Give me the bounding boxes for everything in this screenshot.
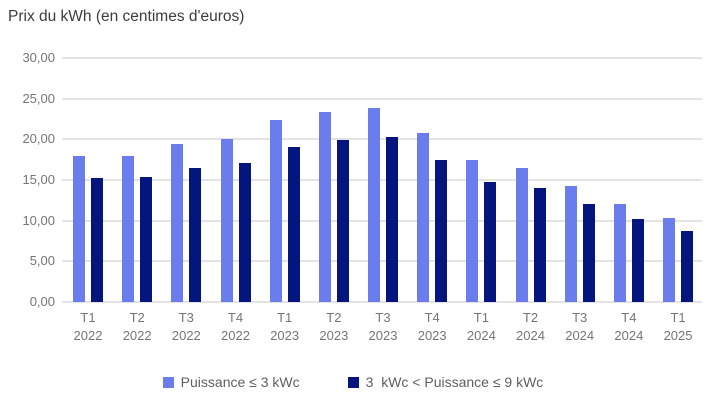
legend-label-series2: 3 kWc < Puissance ≤ 9 kWc	[365, 374, 544, 390]
gridline	[62, 260, 702, 263]
bar-puissance-3-9kwc	[631, 219, 644, 302]
bar-puissance-le-3kwc	[368, 107, 381, 302]
bar-puissance-3-9kwc	[287, 147, 300, 302]
x-axis-year-label: 2024	[565, 328, 595, 343]
x-axis-quarter-label: T1	[473, 310, 489, 325]
x-axis-year-label: 2024	[516, 328, 545, 343]
bar-puissance-3-9kwc	[91, 178, 103, 302]
x-axis-quarter-label: T4	[227, 310, 244, 325]
y-axis-tick-label: 30,00	[22, 50, 55, 65]
x-axis-year-label: 2023	[270, 328, 300, 343]
bar-puissance-3-9kwc	[336, 140, 349, 302]
gridline	[62, 301, 702, 303]
bar-puissance-3-9kwc	[238, 162, 251, 302]
bar-puissance-le-3kwc	[663, 218, 676, 302]
y-axis-tick-label: 25,00	[22, 90, 55, 106]
x-axis-year-label: 2025	[663, 328, 693, 343]
x-axis-quarter-label: T1	[277, 310, 293, 325]
gridline	[62, 97, 702, 100]
bar-puissance-le-3kwc	[220, 138, 233, 302]
x-axis-year-label: 2022	[122, 328, 152, 343]
x-axis-quarter-label: T3	[375, 310, 391, 325]
bar-puissance-3-9kwc	[386, 136, 399, 302]
bar-puissance-le-3kwc	[466, 160, 479, 302]
x-axis-year-label: 2023	[368, 328, 398, 343]
x-axis-year-label: 2023	[319, 328, 349, 343]
bar-puissance-le-3kwc	[73, 156, 85, 302]
y-axis-tick-label: 0,00	[29, 294, 55, 309]
gridline	[62, 138, 702, 141]
bar-puissance-3-9kwc	[533, 188, 546, 302]
gridline	[62, 219, 702, 222]
bar-puissance-le-3kwc	[171, 144, 184, 302]
x-axis-quarter-label: T2	[129, 310, 145, 325]
x-axis-year-label: 2022	[221, 328, 250, 343]
bar-puissance-3-9kwc	[582, 203, 595, 302]
bar-puissance-3-9kwc	[140, 176, 153, 302]
bar-puissance-le-3kwc	[417, 132, 430, 302]
bar-puissance-le-3kwc	[318, 111, 331, 302]
x-axis-year-label: 2022	[171, 328, 201, 343]
gridline	[62, 179, 702, 181]
bar-puissance-le-3kwc	[515, 167, 528, 302]
x-axis-quarter-label: T2	[522, 310, 539, 325]
bar-puissance-le-3kwc	[564, 185, 577, 302]
bar-puissance-3-9kwc	[189, 167, 202, 302]
x-axis-year-label: 2024	[614, 328, 644, 343]
y-axis-tick-label: 5,00	[29, 253, 55, 269]
x-axis-year-label: 2024	[466, 328, 496, 343]
series1-swatch-icon	[162, 376, 174, 388]
y-axis-tick-label: 15,00	[22, 172, 55, 187]
bar-puissance-3-9kwc	[435, 159, 448, 302]
x-axis-quarter-label: T1	[670, 310, 686, 325]
x-axis-quarter-label: T1	[80, 310, 96, 325]
legend-item-puissance-3-9: 3 kWc < Puissance ≤ 9 kWc	[347, 374, 544, 390]
gridline	[62, 57, 702, 59]
legend: Puissance ≤ 3 kWc 3 kWc < Puissance ≤ 9 …	[0, 374, 706, 390]
x-axis-year-label: 2022	[73, 328, 103, 343]
bar-puissance-le-3kwc	[269, 119, 282, 302]
x-axis-quarter-label: T2	[326, 310, 342, 325]
bar-puissance-3-9kwc	[484, 182, 497, 302]
x-axis-quarter-label: T3	[178, 310, 194, 325]
bar-puissance-le-3kwc	[613, 204, 626, 302]
y-axis-tick-label: 10,00	[22, 212, 55, 228]
x-axis-year-label: 2023	[417, 328, 447, 343]
series2-swatch-icon	[347, 376, 359, 388]
y-axis-tick-label: 20,00	[22, 131, 55, 147]
x-axis-quarter-label: T4	[424, 310, 440, 325]
x-axis-quarter-label: T3	[572, 310, 588, 325]
chart-title: Prix du kWh (en centimes d'euros)	[8, 8, 245, 25]
x-axis-quarter-label: T4	[621, 310, 637, 325]
bar-puissance-le-3kwc	[122, 155, 135, 302]
legend-label-series1: Puissance ≤ 3 kWc	[180, 374, 300, 390]
legend-item-puissance-3: Puissance ≤ 3 kWc	[162, 374, 300, 390]
bar-puissance-3-9kwc	[681, 231, 694, 302]
